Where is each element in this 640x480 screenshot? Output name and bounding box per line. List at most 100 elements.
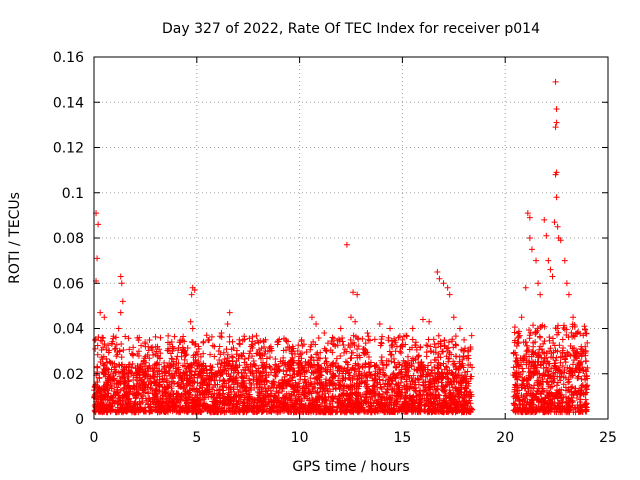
baseline-point [549,399,556,406]
baseline-point [392,348,399,355]
baseline-point [378,357,385,364]
data-point [526,235,533,241]
baseline-point [541,338,548,345]
baseline-point [327,379,334,386]
baseline-point [303,349,310,356]
baseline-point [226,405,233,412]
baseline-point [535,385,542,392]
baseline-point [553,331,560,338]
baseline-point [182,388,189,395]
baseline-point [323,358,330,365]
baseline-point [326,400,333,407]
baseline-point [403,333,410,340]
baseline-point [177,396,184,403]
baseline-point [184,382,191,389]
baseline-point [403,332,410,339]
baseline-point [456,353,463,360]
baseline-point [418,406,425,413]
baseline-point [525,326,532,333]
baseline-point [195,357,202,364]
baseline-point [341,346,348,353]
baseline-point [355,343,362,350]
baseline-point [183,383,190,390]
baseline-point [271,372,278,379]
baseline-point [371,336,378,343]
baseline-point [446,387,453,394]
baseline-point [265,372,272,379]
baseline-point [518,361,525,368]
baseline-point [434,383,441,390]
baseline-point [310,380,317,387]
baseline-point [418,399,425,406]
baseline-point [182,394,189,401]
baseline-point [170,391,177,398]
baseline-point [202,405,209,412]
baseline-point [530,322,537,329]
baseline-point [140,382,147,389]
baseline-point [403,395,410,402]
baseline-point [334,404,341,411]
baseline-point [162,408,169,415]
baseline-point [347,355,354,362]
baseline-point [262,399,269,406]
baseline-point [533,391,540,398]
baseline-point [444,371,451,378]
baseline-point [542,394,549,401]
baseline-point [572,388,579,395]
baseline-point [427,343,434,350]
baseline-point [251,362,258,369]
baseline-point [255,365,262,372]
baseline-point [196,361,203,368]
y-tick-label: 0.14 [53,95,84,111]
baseline-point [192,340,199,347]
data-point [465,352,472,359]
baseline-point [570,357,577,364]
baseline-point [141,389,148,396]
baseline-point [267,408,274,415]
baseline-point [395,334,402,341]
chart-title: Day 327 of 2022, Rate Of TEC Index for r… [162,21,540,37]
baseline-point [299,385,306,392]
baseline-point [341,409,348,416]
baseline-point [316,379,323,386]
baseline-point [346,369,353,376]
baseline-point [230,345,237,352]
data-point [554,223,561,230]
baseline-point [565,395,572,402]
baseline-point [448,338,455,345]
baseline-point [510,364,517,371]
baseline-point [170,358,177,365]
baseline-point [208,333,215,340]
baseline-point [418,358,425,365]
baseline-point [147,404,154,411]
baseline-point [232,393,239,400]
baseline-point [144,351,151,358]
baseline-point [550,377,557,384]
baseline-point [421,386,428,393]
baseline-point [116,347,123,354]
baseline-point [261,406,268,413]
data-point [101,314,108,321]
baseline-point [513,343,520,350]
baseline-point [256,346,263,353]
baseline-point [520,339,527,346]
data-point [348,314,354,321]
baseline-point [431,341,438,348]
baseline-point [377,407,384,414]
baseline-point [130,344,137,351]
data-point [518,314,525,321]
baseline-point [317,371,324,378]
baseline-point [558,395,565,402]
baseline-point [236,340,243,347]
data-point [97,309,104,316]
baseline-point [122,392,129,399]
baseline-point [258,355,265,362]
baseline-point [217,333,224,340]
baseline-point [462,345,469,352]
baseline-point [126,390,133,397]
baseline-point [279,376,286,383]
data-point [436,275,443,282]
baseline-point [381,372,388,379]
baseline-point [246,335,253,342]
baseline-point [550,393,557,400]
